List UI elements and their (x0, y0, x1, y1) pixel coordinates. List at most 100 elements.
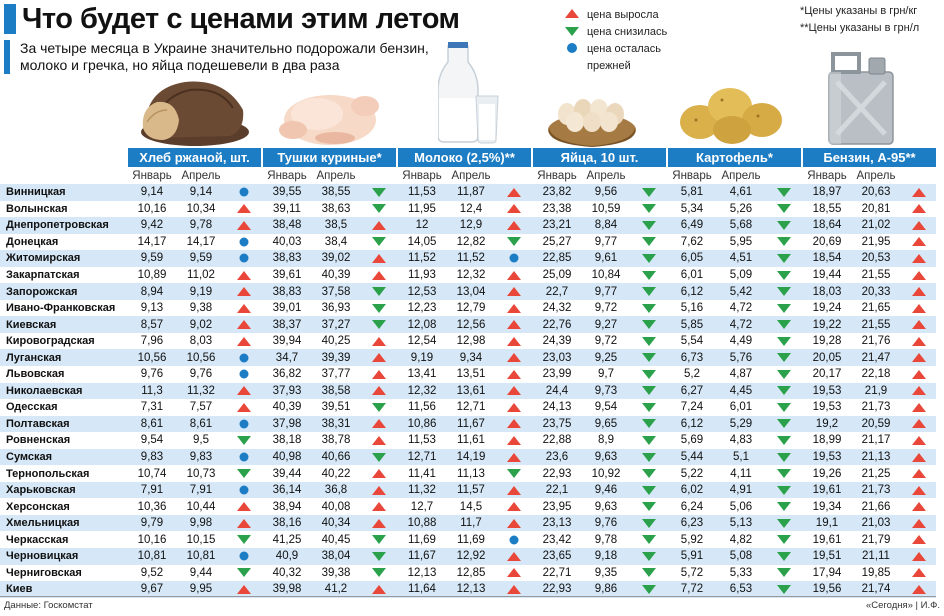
price-january: 6,12 (680, 417, 704, 430)
price-april: 21,76 (861, 335, 891, 348)
arrow-down-icon (631, 234, 666, 251)
circle-icon (226, 416, 261, 433)
arrow-up-icon (361, 250, 396, 267)
arrow-up-icon (496, 498, 531, 515)
price-january: 9,14 (140, 186, 164, 199)
arrow-down-icon (631, 416, 666, 433)
arrow-up-icon (496, 432, 531, 449)
arrow-up-icon (361, 217, 396, 234)
region-name: Кировоградская (6, 335, 95, 348)
arrow-down-icon (631, 548, 666, 565)
price-april: 5,06 (729, 500, 753, 513)
arrow-up-icon (496, 267, 531, 284)
price-april: 5,42 (729, 285, 753, 298)
price-april: 39,51 (321, 401, 351, 414)
price-january: 36,82 (272, 368, 302, 381)
price-april: 39,02 (321, 252, 351, 265)
price-april: 6,53 (729, 583, 753, 596)
price-january: 19,53 (812, 384, 842, 397)
price-april: 4,82 (729, 533, 753, 546)
price-april: 10,73 (186, 467, 216, 480)
price-january: 23,42 (542, 533, 572, 546)
price-april: 38,78 (321, 434, 351, 447)
price-january: 38,37 (272, 318, 302, 331)
arrow-down-icon (496, 234, 531, 251)
arrow-down-icon (766, 548, 801, 565)
price-january: 5,54 (680, 335, 704, 348)
price-january: 5,22 (680, 467, 704, 480)
price-january: 38,48 (272, 219, 302, 232)
arrow-up-icon (361, 482, 396, 499)
price-january: 5,85 (680, 318, 704, 331)
price-april: 9,02 (189, 318, 213, 331)
table-row: Киев 9,67 9,95 39,98 41,2 11,64 12,13 22,93 9,86… (0, 581, 936, 598)
table-row: Херсонская 10,36 10,44 38,94 40,08 12,7 14,5 23… (0, 498, 936, 515)
price-april: 12,9 (459, 219, 483, 232)
price-january: 19,1 (815, 517, 839, 530)
arrow-down-icon (565, 24, 579, 38)
price-april: 9,59 (189, 252, 213, 265)
table-row: Харьковская 7,91 7,91 36,14 36,8 11,32 11,57 22… (0, 481, 936, 499)
legend-up: цена выросла (565, 7, 695, 24)
price-january: 40,9 (275, 550, 299, 563)
price-april: 21,03 (861, 517, 891, 530)
price-april: 9,63 (594, 451, 618, 464)
price-april: 12,98 (456, 335, 486, 348)
arrow-up-icon (901, 416, 936, 433)
region-name: Херсонская (6, 500, 70, 513)
price-april: 11,87 (457, 186, 485, 199)
price-january: 10,81 (137, 550, 167, 563)
arrow-up-icon (901, 531, 936, 548)
price-january: 14,05 (407, 235, 437, 248)
price-january: 10,86 (407, 417, 437, 430)
month-header-jan: Январь (672, 169, 712, 182)
price-january: 23,6 (545, 451, 569, 464)
price-april: 9,54 (594, 401, 618, 414)
arrow-up-icon (361, 515, 396, 532)
price-january: 12,53 (407, 285, 437, 298)
price-april: 5,29 (729, 417, 753, 430)
arrow-down-icon (631, 498, 666, 515)
month-header-apr: Апрель (856, 169, 896, 182)
arrow-down-icon (766, 449, 801, 466)
price-january: 20,69 (812, 235, 842, 248)
arrow-down-icon (226, 531, 261, 548)
price-april: 40,25 (321, 335, 351, 348)
price-january: 22,7 (545, 285, 569, 298)
price-april: 20,33 (861, 285, 891, 298)
price-january: 11,95 (408, 202, 436, 215)
price-april: 21,95 (861, 235, 891, 248)
price-january: 11,32 (408, 484, 436, 497)
price-april: 21,11 (862, 550, 890, 563)
price-january: 23,21 (542, 219, 572, 232)
arrow-down-icon (361, 283, 396, 300)
price-april: 9,27 (594, 318, 618, 331)
table-row: Одесская 7,31 7,57 40,39 39,51 11,56 12,71 24,1… (0, 399, 936, 416)
arrow-up-icon (496, 399, 531, 416)
table-row: Полтавская 8,61 8,61 37,98 38,31 10,86 11,67 23… (0, 415, 936, 433)
region-name: Ровненская (6, 434, 71, 447)
arrow-up-icon (226, 498, 261, 515)
legend-up-label: цена выросла (587, 9, 659, 21)
arrow-up-icon (496, 565, 531, 582)
arrow-down-icon (631, 349, 666, 366)
price-april: 21,74 (861, 583, 891, 596)
price-january: 9,76 (140, 368, 164, 381)
price-january: 10,36 (137, 500, 167, 513)
price-april: 5,76 (729, 351, 753, 364)
arrow-down-icon (766, 366, 801, 383)
price-january: 40,32 (272, 566, 302, 579)
price-april: 21,66 (861, 500, 891, 513)
price-april: 9,44 (189, 566, 213, 579)
arrow-up-icon (226, 201, 261, 218)
price-april: 19,85 (861, 566, 891, 579)
arrow-up-icon (901, 465, 936, 482)
arrow-up-icon (226, 399, 261, 416)
region-name: Донецкая (6, 235, 59, 248)
price-april: 9,56 (594, 186, 618, 199)
price-april: 9,72 (594, 302, 618, 315)
price-january: 11,41 (408, 467, 436, 480)
region-name: Винницкая (6, 186, 66, 199)
price-april: 10,34 (186, 202, 216, 215)
arrow-up-icon (226, 283, 261, 300)
